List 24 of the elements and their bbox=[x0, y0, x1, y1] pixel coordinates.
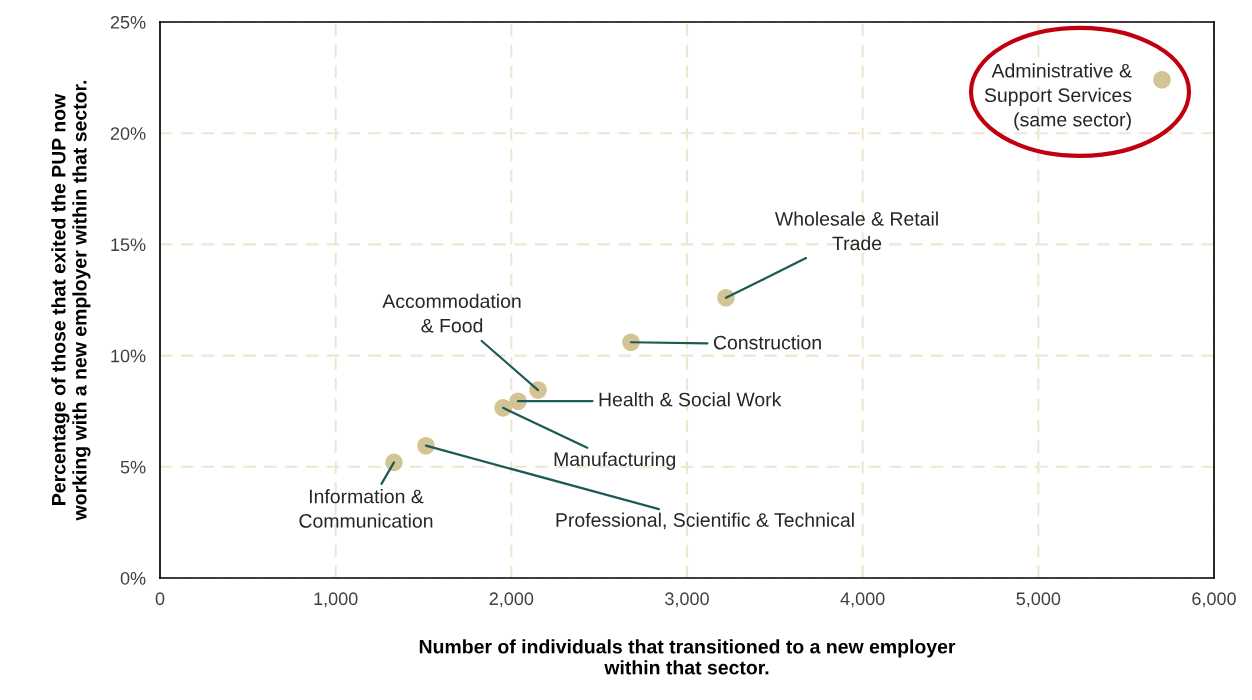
y-tick-label: 0% bbox=[120, 571, 146, 585]
x-tick-label: 1,000 bbox=[314, 592, 358, 608]
y-axis-title: Percentage of those that exited the PUP now working with a new employer within that sector. bbox=[51, 80, 91, 521]
x-axis-title: Number of individuals that transitioned to a new employer within that sector. bbox=[419, 639, 956, 675]
annotation: Accommodation & Food bbox=[382, 293, 521, 333]
x-tick-label: 0 bbox=[155, 592, 165, 606]
x-tick-label: 2,000 bbox=[489, 592, 534, 608]
x-tick-label: 5,000 bbox=[1016, 592, 1061, 608]
annotation: Information & Communication bbox=[299, 489, 433, 528]
y-tick-label: 10% bbox=[111, 349, 146, 363]
y-tick-label: 5% bbox=[120, 460, 146, 474]
point bbox=[1153, 71, 1171, 89]
annotation: Construction bbox=[713, 335, 821, 350]
annotation: Wholesale & Retail Trade bbox=[774, 211, 938, 251]
y-tick-label: 25% bbox=[110, 15, 146, 29]
annotation: Administrative & Support Services (same sector) bbox=[984, 63, 1132, 131]
y-tick-label: 20% bbox=[110, 127, 146, 140]
x-tick-label: 3,000 bbox=[665, 592, 709, 608]
y-tick-label: 15% bbox=[111, 238, 146, 252]
annotation: Manufacturing bbox=[554, 451, 676, 470]
x-tick-label: 4,000 bbox=[840, 592, 885, 608]
annotation: Health & Social Work bbox=[599, 392, 782, 407]
x-tick-label: 6,000 bbox=[1192, 592, 1236, 608]
annotation: Professional, Scientific & Technical bbox=[556, 512, 854, 530]
